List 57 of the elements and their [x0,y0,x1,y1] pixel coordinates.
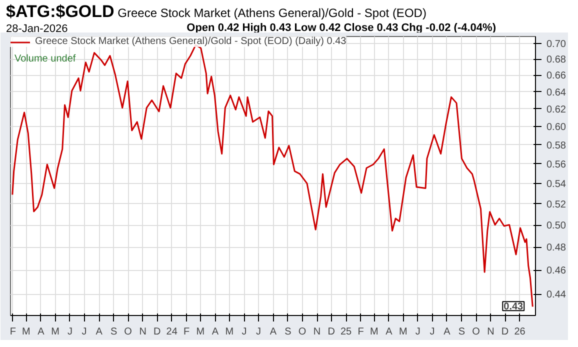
x-tick-label: D [501,326,509,338]
y-tick-label: 0.64 [546,87,566,98]
y-tick-label: 0.46 [546,266,566,277]
x-tick-label: J [430,326,435,338]
chart-subtitle: Greece Stock Market (Athens General)/Gold - Spot (EOD) [118,6,426,20]
x-tick-label: M [51,326,60,338]
x-tick-label: M [225,326,234,338]
x-tick-label: M [399,326,408,338]
y-tick-label: 0.56 [546,159,566,170]
x-tick-label: M [370,326,378,338]
x-tick-label: A [212,326,219,338]
x-tick-label: D [328,326,335,338]
text: Open 0.42 High 0.43 Low 0.42 Close 0.43 Chg -0.02 (-4.04%) [186,22,496,34]
x-tick-label: N [487,326,494,338]
y-tick-label: 0.44 [546,290,566,301]
y-tick-label: 0.60 [546,122,566,134]
chart-title: $ATG:$GOLD [6,2,114,21]
annotation: 0.43 [504,302,524,313]
x-tick-label: S [458,326,466,338]
x-tick-label: N [139,326,146,338]
x-tick-label: F [184,326,190,338]
x-tick-label: 25 [340,326,352,338]
x-tick-label: A [270,326,277,338]
y-tick-label: 0.62 [546,104,566,116]
text: 28-Jan-2026 [6,22,68,35]
x-tick-label: J [256,326,261,338]
y-tick-label: 0.48 [546,242,566,254]
x-tick-label: D [153,326,161,338]
x-tick-label: S [110,326,118,338]
x-tick-label: F [10,326,16,338]
x-tick-label: 24 [166,326,178,338]
x-tick-label: A [38,326,45,338]
x-tick-label: J [67,326,72,338]
y-tick-label: 0.70 [546,38,566,50]
x-tick-label: F [358,326,364,338]
x-tick-label: M [196,326,205,338]
x-tick-label: J [415,326,420,338]
y-tick-label: 0.50 [546,220,566,232]
x-tick-label: 26 [514,326,526,338]
x-tick-label: N [313,326,321,338]
x-tick-label: M [22,326,30,338]
annotation: Volume undef [14,54,76,64]
x-tick-label: A [96,326,103,338]
y-tick-label: 0.52 [546,199,566,210]
y-tick-label: 0.68 [546,54,566,66]
x-tick-label: S [284,326,292,338]
legend-label: Greece Stock Market (Athens General)/Gold - Spot (EOD) (Daily) 0.43 [35,36,346,47]
y-tick-label: 0.58 [546,140,566,152]
x-tick-label: A [444,326,451,338]
x-tick-label: A [386,326,393,338]
x-tick-label: O [298,326,306,338]
x-tick-label: J [242,326,247,338]
x-tick-label: J [82,326,87,338]
y-tick-label: 0.66 [546,70,566,82]
x-tick-label: O [472,326,480,338]
y-tick-label: 0.54 [546,179,566,190]
x-tick-label: O [124,326,132,338]
